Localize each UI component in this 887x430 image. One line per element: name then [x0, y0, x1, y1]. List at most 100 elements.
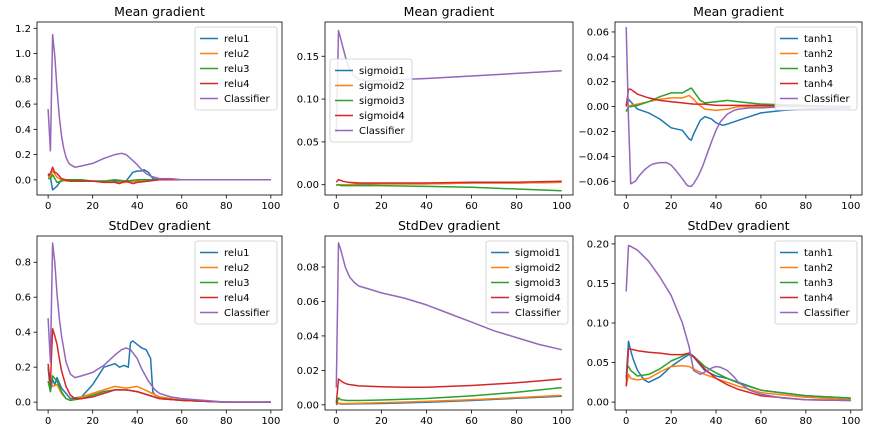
x-tick-label: 40 — [420, 416, 433, 427]
y-tick-label: 0.2 — [15, 363, 31, 374]
legend-box — [774, 240, 858, 325]
x-tick-label: 20 — [86, 416, 99, 427]
legend-box — [194, 26, 278, 111]
axes-frame — [324, 21, 574, 196]
x-tick-label: 100 — [261, 416, 280, 427]
subplot-1: Mean gradient 0 20 40 60 80 100 0.0 0.2 0.4 0.6 0.8… — [15, 4, 283, 212]
series-line-sigmoid3 — [336, 183, 562, 192]
y-tick-label: 0.0 — [15, 175, 31, 186]
legend-label: Classifier — [359, 126, 406, 137]
x-tick-label: 80 — [220, 201, 233, 212]
series-line-classifier — [625, 26, 851, 188]
x-tick-label: 20 — [375, 416, 388, 427]
series-line-relu2 — [47, 380, 271, 403]
y-tick-label: 0.05 — [587, 358, 609, 369]
legend-label: tanh2 — [804, 49, 833, 60]
plot-title: Mean gradient — [404, 4, 495, 19]
y-tick-label: 0.08 — [297, 263, 319, 274]
x-tick-label: 100 — [552, 201, 571, 212]
series-line-relu4 — [47, 166, 271, 185]
y-tick-label: 0.06 — [297, 297, 319, 308]
y-tick-label: 0.02 — [297, 366, 319, 377]
legend: tanh1 tanh2 tanh3 tanh4 Classifier — [774, 26, 858, 111]
legend: tanh1 tanh2 tanh3 tanh4 Classifier — [774, 240, 858, 325]
series-line-tanh4 — [625, 88, 851, 108]
legend-label: sigmoid3 — [515, 278, 561, 289]
legend-label: tanh3 — [804, 64, 833, 75]
subplot-3: Mean gradient 0 20 40 60 80 100 −0.06 −0.04 −0.02… — [578, 4, 863, 212]
series-line-sigmoid4 — [335, 178, 562, 184]
legend-label: relu2 — [224, 263, 250, 274]
x-tick-label: 60 — [755, 201, 768, 212]
series-line-classifier — [47, 242, 271, 403]
legend-box — [329, 58, 413, 143]
x-tick-label: 100 — [841, 416, 860, 427]
y-tick-label: 0.00 — [297, 400, 319, 411]
legend-label: relu1 — [224, 248, 250, 259]
legend-label: tanh2 — [804, 263, 833, 274]
legend-label: relu4 — [224, 293, 250, 304]
y-tick-label: 0.04 — [587, 52, 609, 63]
x-tick-label: 100 — [261, 201, 280, 212]
plot-lines — [625, 244, 851, 402]
axes-frame — [614, 21, 863, 196]
legend-label: sigmoid4 — [515, 293, 561, 304]
plot-lines — [335, 29, 562, 192]
y-tick-label: 0.05 — [297, 137, 319, 148]
y-tick-label: 0.8 — [15, 74, 31, 85]
x-tick-label: 0 — [623, 201, 629, 212]
legend-label: Classifier — [224, 308, 271, 319]
y-tick-label: 1.0 — [15, 49, 31, 60]
legend-label: tanh3 — [804, 278, 833, 289]
legend-box — [485, 240, 569, 325]
legend-box — [774, 26, 858, 111]
series-line-classifier — [625, 244, 851, 402]
y-tick-label: 0.4 — [15, 328, 31, 339]
legend-label: sigmoid3 — [359, 96, 405, 107]
y-tick-label: 0.04 — [297, 331, 319, 342]
x-tick-label: 40 — [710, 201, 723, 212]
legend-label: tanh4 — [804, 79, 833, 90]
series-line-classifier — [335, 242, 562, 388]
legend-label: Classifier — [515, 308, 562, 319]
y-tick-label: 0.6 — [15, 100, 31, 111]
x-tick-label: 60 — [465, 201, 478, 212]
legend-label: relu1 — [224, 34, 250, 45]
plot-lines — [47, 33, 271, 191]
legend-label: relu4 — [224, 79, 250, 90]
legend-label: Classifier — [224, 94, 271, 105]
legend-label: sigmoid2 — [359, 81, 405, 92]
x-tick-label: 80 — [799, 416, 812, 427]
subplot-5: StdDev gradient 0 20 40 60 80 100 0.00 0.02 0.04 0… — [297, 218, 574, 427]
x-tick-label: 40 — [131, 201, 144, 212]
subplot-6: StdDev gradient 0 20 40 60 80 100 0.00 0.05 0.10 0… — [587, 218, 863, 427]
series-line-tanh4 — [625, 347, 851, 402]
subplot-2: Mean gradient 0 20 40 60 80 100 0.00 0.05 0.10 0.1… — [297, 4, 574, 212]
x-tick-label: 40 — [131, 416, 144, 427]
axes-frame — [36, 21, 283, 196]
legend-label: relu3 — [224, 64, 250, 75]
y-tick-label: 0.00 — [297, 180, 319, 191]
plot-title: Mean gradient — [114, 4, 205, 19]
series-line-tanh3 — [626, 352, 851, 399]
series-line-sigmoid4 — [335, 378, 562, 404]
x-tick-label: 60 — [755, 416, 768, 427]
x-tick-label: 0 — [45, 201, 51, 212]
x-tick-label: 60 — [465, 416, 478, 427]
series-line-tanh1 — [625, 98, 851, 141]
y-tick-label: 0.10 — [587, 319, 609, 330]
x-tick-label: 80 — [510, 201, 523, 212]
x-tick-label: 100 — [841, 201, 860, 212]
y-tick-label: 0.15 — [587, 279, 609, 290]
x-tick-label: 80 — [510, 416, 523, 427]
series-line-tanh3 — [625, 87, 851, 112]
plot-title: StdDev gradient — [108, 218, 210, 233]
legend-label: Classifier — [804, 308, 851, 319]
subplot-4: StdDev gradient 0 20 40 60 80 100 0.0 0.2 0.4 0.6 0… — [15, 218, 283, 427]
series-line-sigmoid3 — [335, 386, 562, 406]
y-tick-label: 0.06 — [587, 27, 609, 38]
legend-label: Classifier — [804, 94, 851, 105]
x-tick-label: 0 — [623, 416, 629, 427]
x-tick-label: 20 — [86, 201, 99, 212]
series-line-classifier — [47, 33, 271, 181]
